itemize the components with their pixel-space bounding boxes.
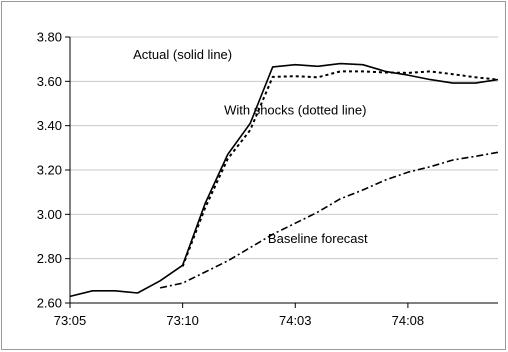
x-tick-label: 74:08 — [392, 313, 425, 328]
series-line-with_shocks — [181, 70, 499, 267]
x-axis-ticks: 73:05 73:10 74:03 74:08 — [54, 303, 424, 328]
series-lines — [69, 62, 499, 298]
annotation-baseline: Baseline forecast — [268, 231, 368, 246]
series-line-actual — [69, 62, 499, 298]
y-tick-label: 3.00 — [37, 207, 62, 222]
gridlines — [70, 36, 498, 260]
y-tick-label: 2.60 — [37, 296, 62, 311]
y-axis-ticks: 3.80 3.60 3.40 3.20 3.00 2.80 2.60 — [37, 30, 70, 311]
annotations: Actual (solid line) With shocks (dotted l… — [133, 47, 368, 246]
y-tick-label: 3.40 — [37, 118, 62, 133]
y-tick-label: 3.20 — [37, 163, 62, 178]
y-tick-label: 2.80 — [37, 251, 62, 266]
y-tick-label: 3.80 — [37, 30, 62, 45]
x-tick-label: 74:03 — [279, 313, 312, 328]
x-tick-label: 73:05 — [54, 313, 87, 328]
annotation-actual: Actual (solid line) — [133, 47, 232, 62]
y-tick-label: 3.60 — [37, 74, 62, 89]
x-tick-label: 73:10 — [166, 313, 199, 328]
annotation-with_shocks: With shocks (dotted line) — [224, 103, 366, 118]
series-line-baseline — [159, 151, 499, 289]
